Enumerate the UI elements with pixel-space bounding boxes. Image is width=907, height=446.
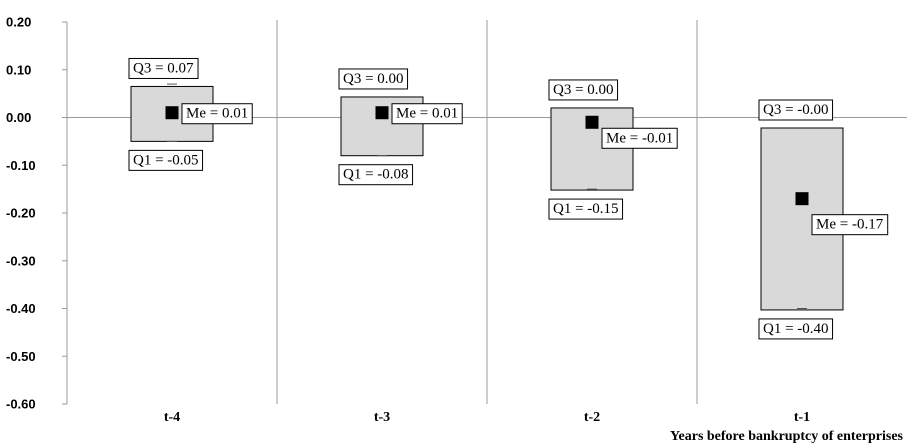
- median-label-t-1: Me = -0.17: [811, 214, 889, 236]
- label-text: Q1 = -0.05: [133, 152, 199, 168]
- y-tick-label: -0.20: [6, 206, 36, 221]
- q3-label-t-4: Q3 = 0.07: [128, 57, 199, 79]
- x-axis-label: Years before bankruptcy of enterprises: [670, 429, 904, 444]
- category-label-t-2: t-2: [584, 410, 600, 425]
- label-text: Q3 = 0.00: [343, 71, 404, 87]
- label-box: [811, 214, 889, 236]
- q1-label-t-1: Q1 = -0.40: [758, 318, 834, 340]
- median-label-t-4: Me = 0.01: [181, 103, 253, 125]
- q3-label-t-3: Q3 = 0.00: [338, 68, 409, 90]
- label-text: Q1 = -0.08: [343, 167, 409, 183]
- label-text: Q3 = 0.00: [553, 82, 614, 98]
- median-marker-t-2: [585, 115, 599, 129]
- y-tick-label: -0.50: [6, 349, 36, 364]
- label-text: Q1 = -0.40: [763, 321, 829, 337]
- y-tick-label: 0.20: [6, 15, 31, 30]
- label-text: Me = 0.01: [396, 106, 458, 122]
- label-text: Q3 = -0.00: [763, 102, 829, 118]
- label-text: Q3 = 0.07: [133, 60, 194, 76]
- label-box: [548, 79, 619, 101]
- value-labels-layer: Q3 = 0.07 Q1 = -0.05 Me = 0.01 Q3 = 0.00 Q1 …: [128, 57, 889, 340]
- category-label-t-4: t-4: [164, 410, 180, 425]
- label-box: [391, 103, 463, 125]
- y-tick-label: 0.10: [6, 62, 31, 77]
- median-label-t-3: Me = 0.01: [391, 103, 463, 125]
- label-box: [128, 57, 199, 79]
- label-box: [548, 198, 624, 220]
- label-box: [128, 149, 204, 171]
- q1-label-t-2: Q1 = -0.15: [548, 198, 624, 220]
- median-marker-t-1: [795, 192, 809, 206]
- median-label-t-2: Me = -0.01: [601, 127, 678, 149]
- label-box: [758, 318, 834, 340]
- label-text: Me = 0.01: [186, 106, 248, 122]
- label-box: [601, 127, 678, 149]
- median-marker-t-3: [375, 106, 389, 120]
- y-tick-label: -0.60: [6, 397, 36, 412]
- y-tick-label: -0.40: [6, 301, 36, 316]
- label-text: Q1 = -0.15: [553, 201, 619, 217]
- q1-label-t-3: Q1 = -0.08: [338, 164, 414, 186]
- label-text: Me = -0.17: [816, 217, 884, 233]
- label-box: [181, 103, 253, 125]
- label-text: Me = -0.01: [606, 130, 673, 146]
- category-labels: t-4 t-3 t-2 t-1: [164, 410, 810, 425]
- category-label-t-1: t-1: [794, 410, 810, 425]
- y-axis-ticks: 0.20 0.10 0.00 -0.10 -0.20 -0.30 -0.40 -0.50 -0.…: [6, 15, 67, 412]
- q1-label-t-4: Q1 = -0.05: [128, 149, 204, 171]
- category-label-t-3: t-3: [374, 410, 390, 425]
- q3-label-t-1: Q3 = -0.00: [758, 99, 834, 121]
- y-tick-label: -0.10: [6, 158, 36, 173]
- label-box: [758, 99, 834, 121]
- y-tick-label: 0.00: [6, 110, 31, 125]
- y-tick-label: -0.30: [6, 253, 36, 268]
- label-box: [338, 68, 409, 90]
- q3-label-t-2: Q3 = 0.00: [548, 79, 619, 101]
- label-box: [338, 164, 414, 186]
- median-marker-t-4: [165, 106, 179, 120]
